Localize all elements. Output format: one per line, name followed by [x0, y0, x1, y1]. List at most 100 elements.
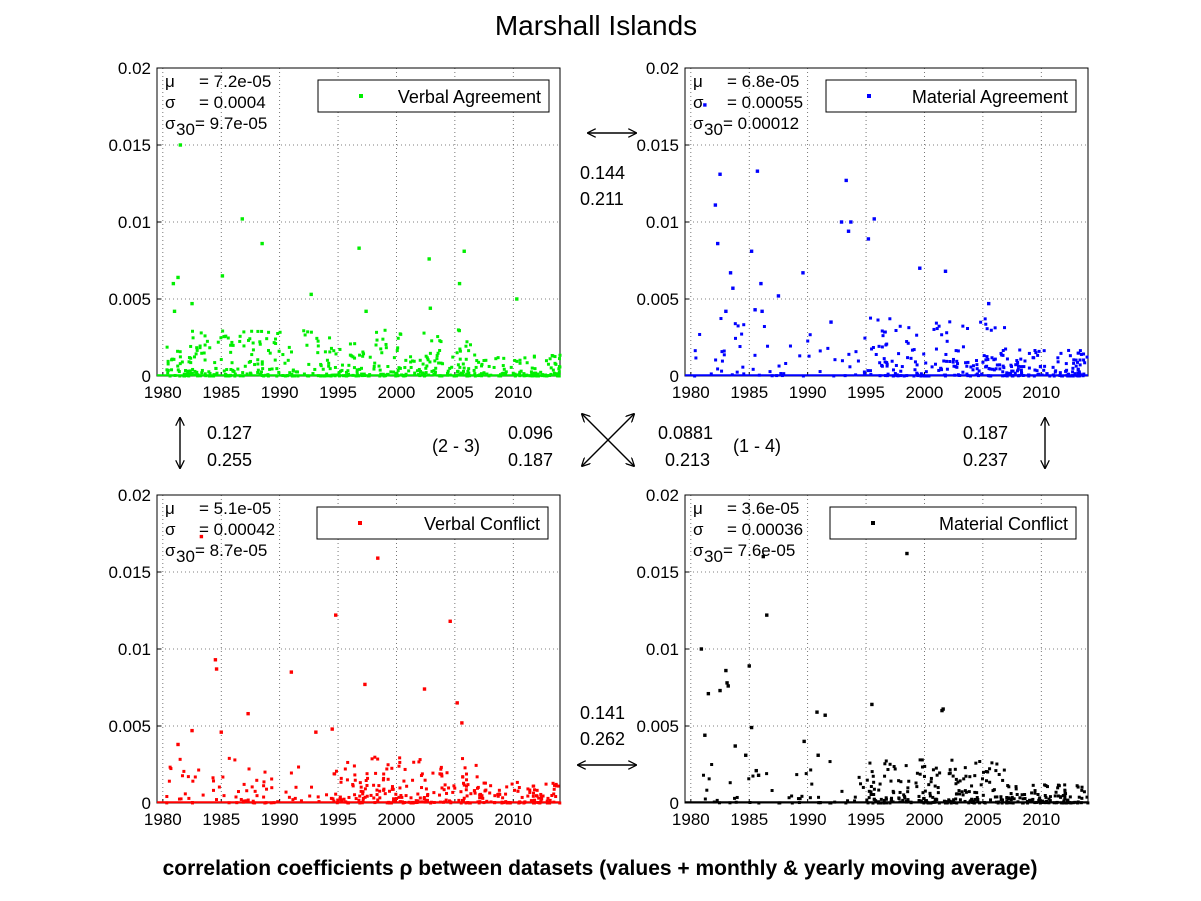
panel-0-point: [238, 339, 242, 343]
panel-2-point: [389, 801, 393, 805]
panel-1-point: [806, 339, 810, 343]
panel-2-point: [445, 771, 449, 775]
panel-1-point: [880, 364, 884, 368]
panel-3-point: [1005, 796, 1009, 800]
panel-0-highlight-point: [462, 249, 466, 253]
panel-0-point: [200, 351, 204, 355]
panel-2-point: [443, 783, 447, 787]
panel-2-xtick-label: 1980: [144, 810, 182, 829]
panel-2-point: [411, 800, 415, 804]
corr-right-value1: 0.187: [963, 423, 1008, 443]
panel-3-point: [988, 767, 992, 771]
panel-3-point: [995, 762, 999, 766]
panel-1-point: [1058, 374, 1062, 378]
panel-0-point: [425, 356, 429, 360]
panel-0-point: [557, 365, 561, 369]
panel-2-point: [236, 790, 240, 794]
panel-2-point: [263, 770, 267, 774]
panel-1-stat-sigma-value: = 0.00055: [727, 93, 803, 112]
corr-right-value2: 0.237: [963, 450, 1008, 470]
panel-2-point: [398, 760, 402, 764]
panel-3-point: [922, 801, 926, 805]
panel-3-point: [943, 801, 947, 805]
panel-1-point: [757, 373, 761, 377]
panel-2-point: [385, 801, 389, 805]
panel-2-point: [360, 801, 364, 805]
panel-0-point: [346, 369, 350, 373]
panel-1-point: [935, 327, 939, 331]
panel-1-point: [905, 374, 909, 378]
panel-3-point: [840, 789, 844, 793]
panel-0-point: [456, 363, 460, 367]
panel-verbal-agreement: 1980 1985 1990 1995 2000 2005 2010 0 0.005 0.01 0.…: [108, 59, 562, 402]
panel-1-point: [913, 360, 917, 364]
panel-2-point: [461, 775, 465, 779]
panel-1-highlight-point: [703, 103, 707, 107]
panel-2-point: [270, 786, 274, 790]
panel-1-point: [985, 355, 989, 359]
panel-1-point: [891, 368, 895, 372]
panel-0-point: [355, 370, 359, 374]
panel-2-point: [548, 801, 552, 805]
panel-1-point: [777, 364, 781, 368]
panel-0-point: [256, 362, 260, 366]
panel-0-stat-sigma30-subscript: 30: [176, 120, 195, 139]
panel-3-point: [905, 799, 909, 803]
panel-3-point: [958, 792, 962, 796]
panel-2-point: [475, 786, 479, 790]
panel-0-point: [384, 374, 388, 378]
panel-2-point: [365, 794, 369, 798]
panel-2-point: [344, 800, 348, 804]
panel-2-point: [537, 796, 541, 800]
panel-0-highlight-point: [190, 301, 194, 306]
panel-2-point: [332, 799, 336, 803]
panel-2-point: [529, 799, 533, 803]
panel-3-highlight-point: [706, 691, 711, 696]
panel-1-point: [1076, 374, 1080, 378]
panel-3-xtick-label: 2005: [964, 810, 1002, 829]
panel-2-stat-sigma-value: = 0.00042: [199, 520, 275, 539]
panel-2-point: [167, 779, 171, 783]
panel-1-point: [1020, 371, 1024, 375]
panel-2-point: [332, 772, 336, 776]
panel-0-point: [438, 374, 442, 378]
panel-1-point: [966, 374, 970, 378]
panel-3-point: [964, 774, 968, 778]
panel-0-point: [392, 370, 396, 374]
panel-0-point: [345, 374, 349, 378]
panel-2-point: [462, 783, 466, 787]
panel-2-point: [250, 785, 254, 789]
panel-0-point: [397, 366, 401, 370]
panel-0-point: [504, 370, 508, 374]
panel-3-highlight-point: [756, 773, 761, 777]
panel-3-point: [796, 797, 800, 801]
panel-2-point: [346, 760, 350, 764]
panel-0-xtick-label: 1980: [144, 383, 182, 402]
panel-0-point: [475, 359, 479, 363]
panel-0-point: [354, 374, 358, 378]
panel-3-point: [879, 801, 883, 805]
panel-2-ytick-label: 0.015: [108, 563, 151, 582]
panel-0-point: [525, 373, 529, 377]
panel-1-point: [915, 363, 919, 367]
panel-0-point: [518, 361, 522, 365]
panel-2-point: [211, 788, 215, 792]
panel-1-point: [919, 374, 923, 378]
panel-3-point: [810, 782, 814, 786]
panel-0-point: [435, 354, 439, 358]
panel-1-point: [878, 361, 882, 365]
panel-1-point: [730, 373, 734, 377]
panel-1-point: [906, 341, 910, 345]
panel-3-highlight-point: [815, 710, 819, 714]
panel-0-point: [226, 336, 230, 340]
panel-1-point: [1074, 364, 1078, 368]
panel-1-point: [1072, 358, 1076, 362]
panel-1-point: [843, 374, 847, 378]
panel-2-point: [373, 801, 377, 805]
panel-3-point: [1001, 798, 1005, 802]
panel-1-point: [840, 359, 844, 363]
panel-1-point: [1003, 326, 1007, 330]
panel-0-point: [433, 359, 437, 363]
panel-3-point: [867, 789, 871, 793]
panel-2-point: [520, 795, 524, 799]
